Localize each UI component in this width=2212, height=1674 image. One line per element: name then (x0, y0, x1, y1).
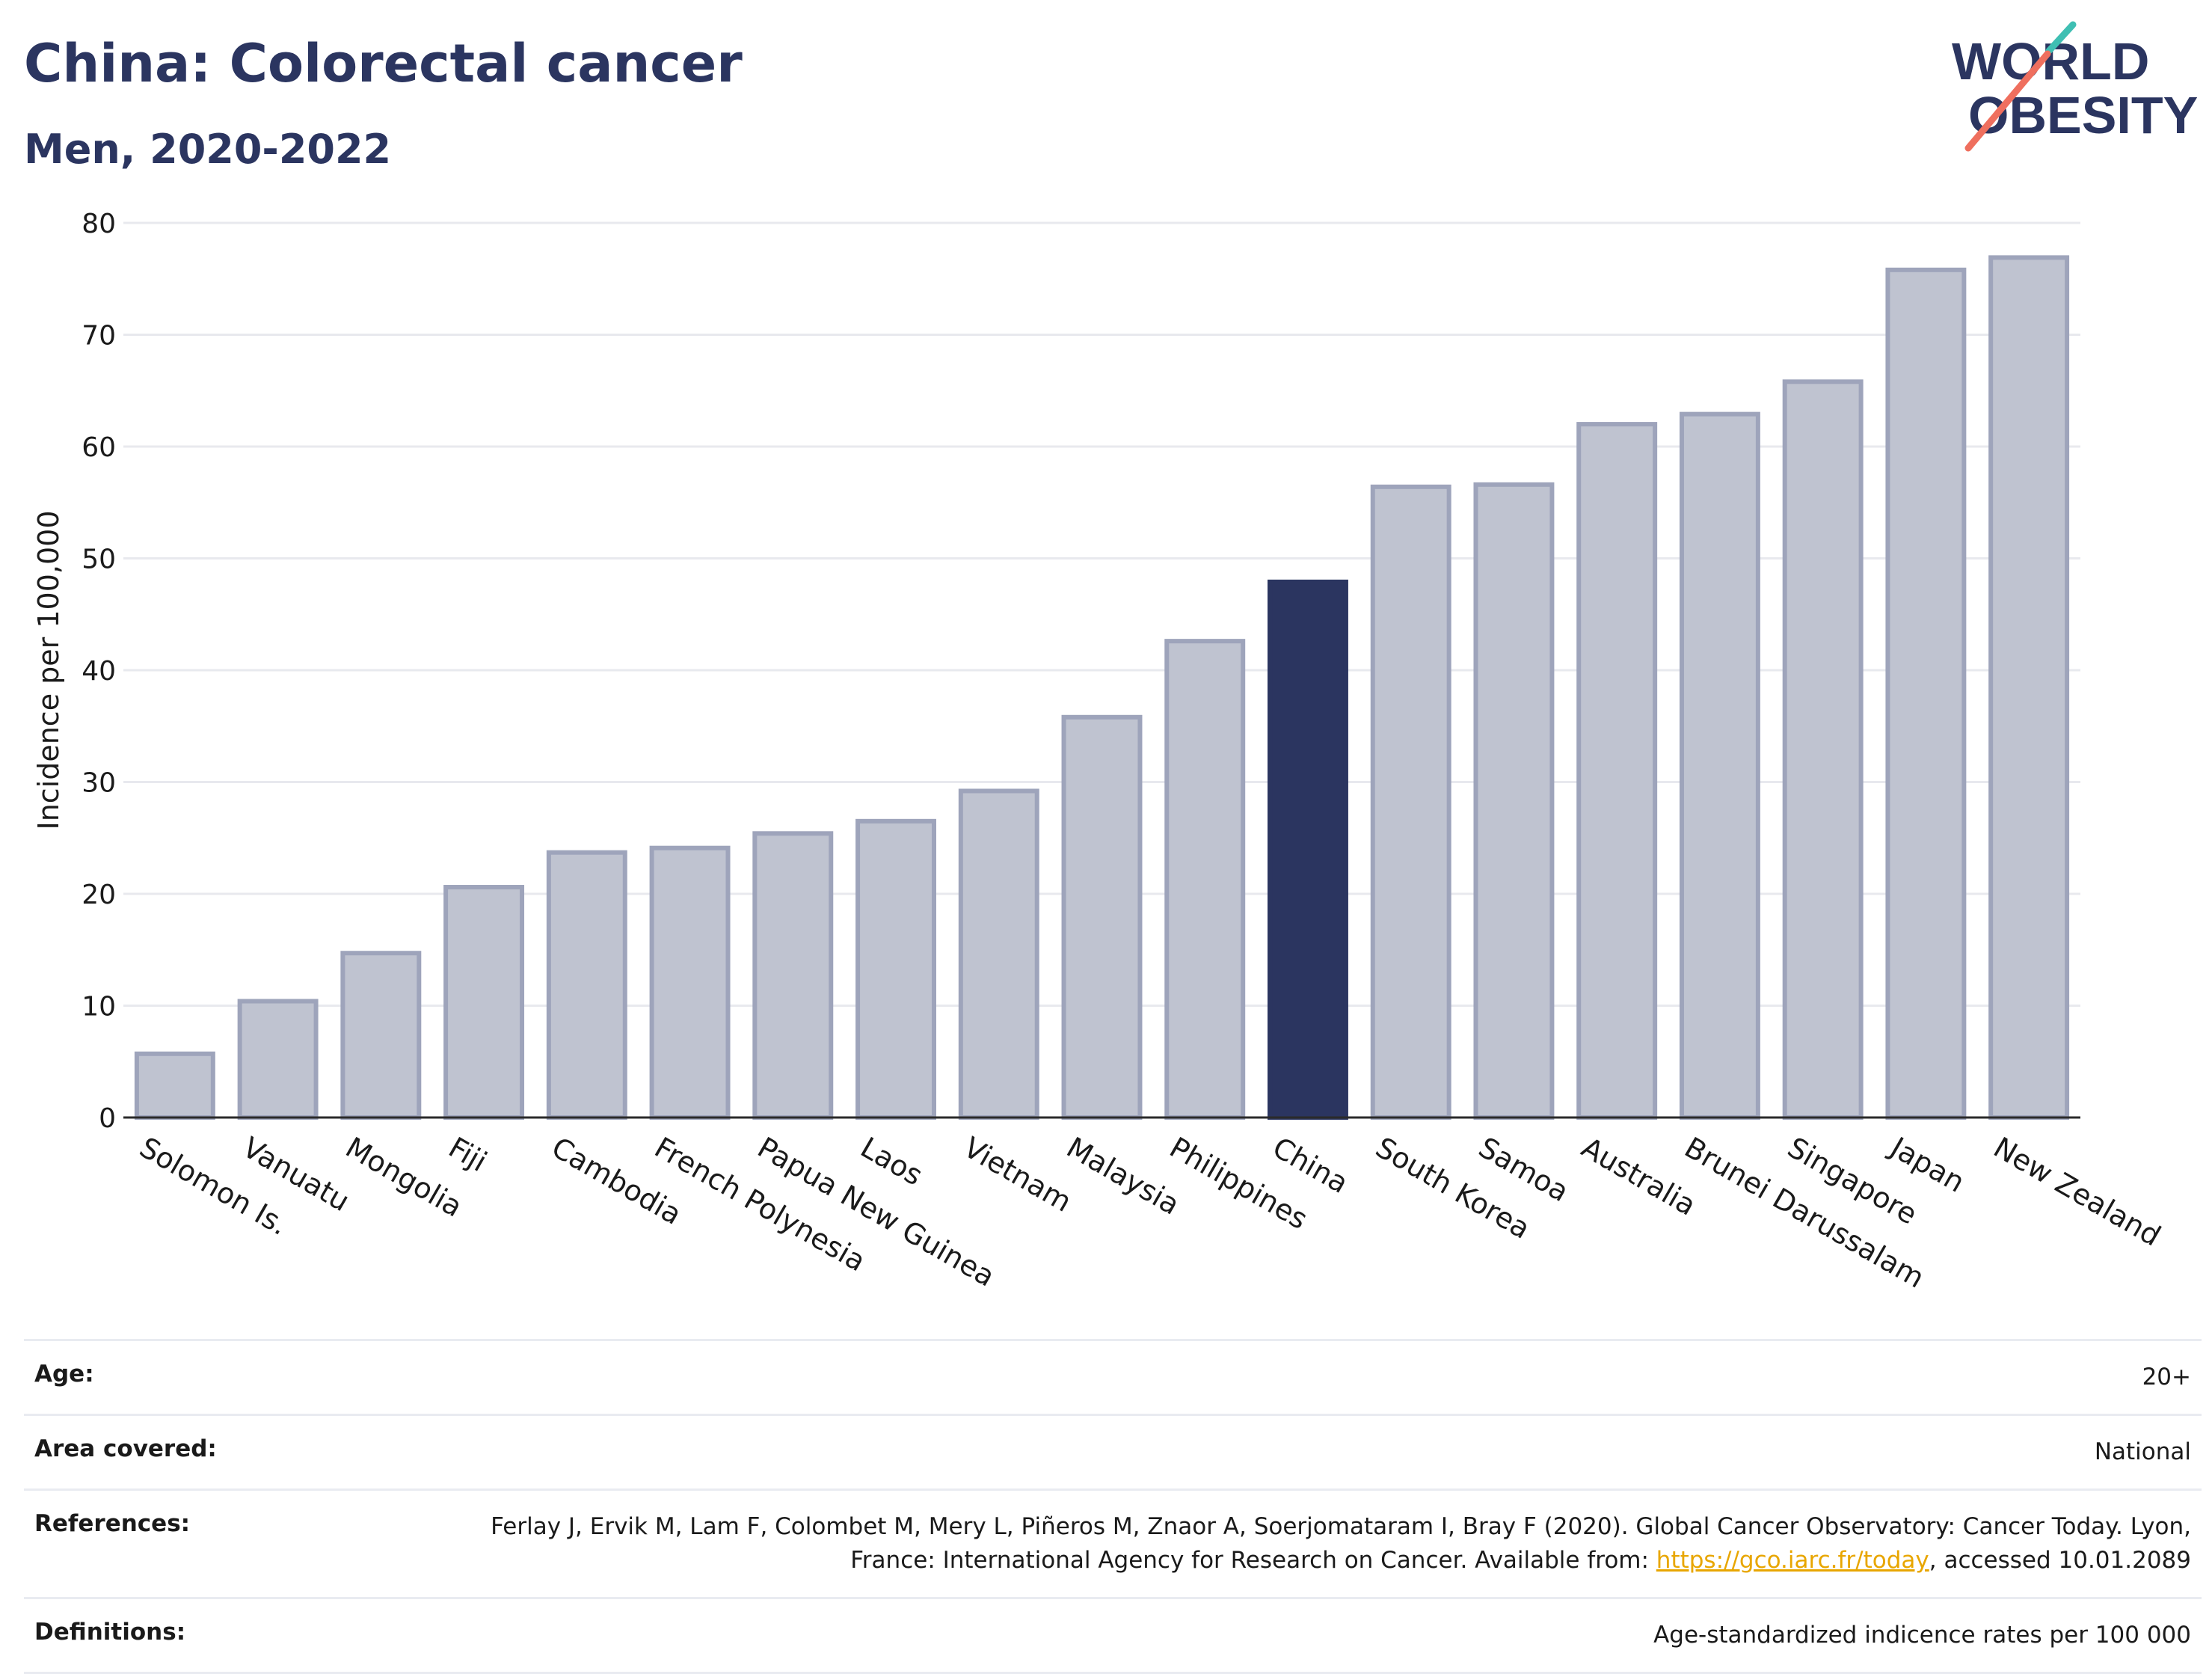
x-tick-label: Australia (1576, 1131, 1702, 1222)
metadata-table: Age: 20+ Area covered: National Referenc… (24, 1339, 2202, 1674)
meta-value-area: National (2094, 1438, 2191, 1465)
y-tick-label: 10 (82, 992, 116, 1023)
logo-text-world: WORLD (1952, 32, 2149, 91)
y-tick-label: 20 (82, 880, 116, 910)
logo-slash-teal (2045, 21, 2077, 55)
x-tick-label: Fiji (443, 1131, 493, 1178)
meta-label-area: Area covered: (34, 1435, 217, 1462)
bar (134, 1051, 215, 1120)
bar (237, 999, 319, 1120)
x-tick-label: New Zealand (1988, 1131, 2166, 1253)
bar (1370, 484, 1451, 1120)
bar (340, 951, 422, 1120)
reference-text: Ferlay J, Ervik M, Lam F, Colombet M, Me… (491, 1512, 2191, 1574)
bar (1164, 639, 1246, 1120)
meta-label-references: References: (34, 1509, 191, 1537)
bar (1576, 422, 1658, 1120)
logo-text-obesity: OBESITY (1968, 86, 2198, 144)
bar (1782, 379, 1864, 1120)
meta-row-definitions: Definitions: Age-standardized indicence … (24, 1596, 2202, 1674)
y-tick-label: 80 (82, 209, 116, 239)
reference-link[interactable]: https://gco.iarc.fr/today (1656, 1546, 1929, 1574)
x-tick-label: Laos (855, 1131, 929, 1192)
chart-subtitle: Men, 2020-2022 (24, 126, 392, 173)
meta-row-references: References: Ferlay J, Ervik M, Lam F, Co… (24, 1488, 2202, 1597)
meta-label-definitions: Definitions: (34, 1618, 186, 1646)
y-axis-label: Incidence per 100,000 (32, 510, 65, 830)
bar (649, 845, 731, 1120)
bar (1885, 267, 1967, 1120)
reference-accessed: , accessed 10.01.2089 (1929, 1546, 2191, 1574)
x-tick-label: Malaysia (1061, 1131, 1185, 1221)
y-tick-label: 70 (82, 321, 116, 352)
meta-value-references: Ferlay J, Ervik M, Lam F, Colombet M, Me… (471, 1510, 2191, 1578)
bar (1988, 255, 2070, 1120)
meta-row-area: Area covered: National (24, 1413, 2202, 1488)
meta-value-age: 20+ (2142, 1364, 2191, 1391)
y-tick-label: 40 (82, 656, 116, 687)
bar (752, 831, 834, 1120)
logo-slash-coral (1964, 50, 2051, 152)
meta-label-age: Age: (34, 1361, 94, 1388)
x-tick-label: Mongolia (340, 1131, 468, 1224)
bar (855, 818, 936, 1120)
bar (1473, 482, 1555, 1120)
bar (1268, 579, 1348, 1120)
bar (1061, 714, 1143, 1120)
x-tick-label: Vietnam (958, 1131, 1077, 1218)
chart-title: China: Colorectal cancer (24, 33, 743, 94)
bar (443, 885, 525, 1120)
world-obesity-logo: WORLD OBESITY (1952, 21, 2198, 152)
y-tick-label: 30 (82, 768, 116, 799)
bar (958, 788, 1039, 1120)
y-tick-label: 0 (99, 1103, 116, 1134)
bar (546, 850, 627, 1120)
y-tick-label: 50 (82, 545, 116, 575)
bar (1679, 411, 1760, 1120)
meta-row-age: Age: 20+ (24, 1339, 2202, 1414)
y-tick-label: 60 (82, 432, 116, 463)
meta-value-definitions: Age-standardized indicence rates per 100… (1653, 1621, 2191, 1649)
